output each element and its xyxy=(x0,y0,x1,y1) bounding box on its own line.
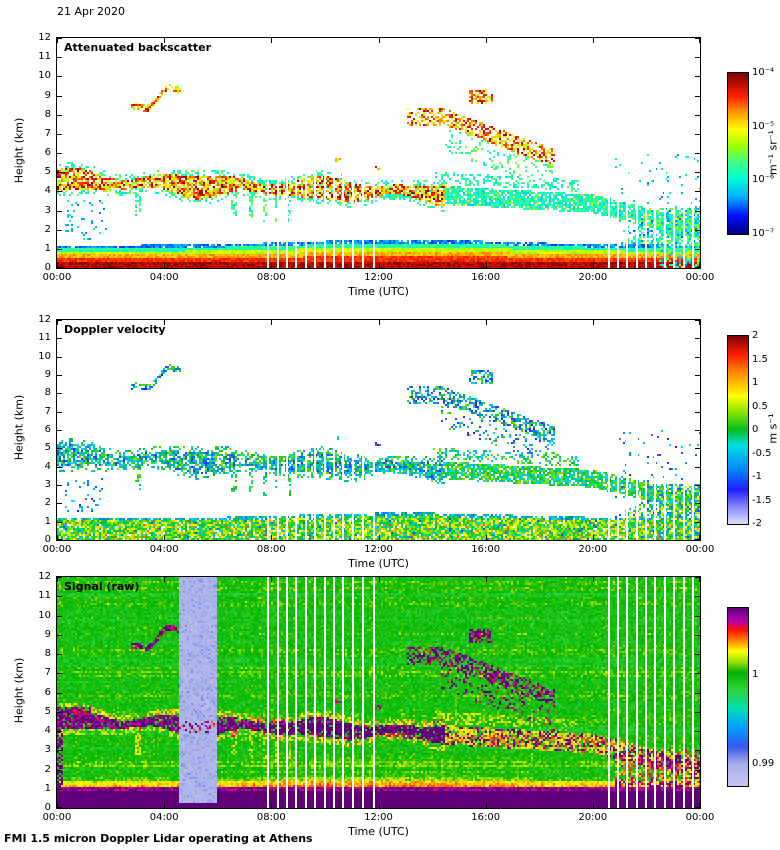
y-tick-label: 4 xyxy=(44,460,51,472)
y-tick-label: 4 xyxy=(44,185,51,197)
colorbar-tick-label: 1 xyxy=(752,668,759,680)
colorbar-tick-label: 10⁻⁷ xyxy=(752,228,775,239)
y-tick-label: 4 xyxy=(44,725,51,736)
y-tick-label: 5 xyxy=(44,705,51,717)
y-tick-label: 11 xyxy=(38,51,51,63)
x-tick-label: 16:00 xyxy=(471,812,501,823)
colorbar-tick-label: 0.5 xyxy=(752,400,768,412)
y-tick-label: 0 xyxy=(44,802,51,813)
y-tick-label: 7 xyxy=(44,127,51,139)
colorbar-tick-label: -2 xyxy=(752,518,762,529)
y-tick-label: 0 xyxy=(44,262,51,273)
x-tick-label: 08:00 xyxy=(256,272,286,283)
signal-heatmap xyxy=(56,576,701,809)
x-tick-label: 00:00 xyxy=(685,272,715,283)
plot-title: Attenuated backscatter xyxy=(64,41,212,54)
y-tick-label: 5 xyxy=(44,442,51,454)
y-tick-label: 3 xyxy=(44,204,51,216)
x-axis-label: Time (UTC) xyxy=(348,285,409,298)
colorbar-tick-label: 10⁻⁶ xyxy=(752,174,775,186)
backscatter-heatmap xyxy=(56,37,701,269)
x-tick-label: 04:00 xyxy=(149,272,179,283)
y-tick-label: 3 xyxy=(44,744,51,756)
x-tick-label: 16:00 xyxy=(471,544,501,555)
x-tick-label: 20:00 xyxy=(578,544,608,555)
colorbar-tick-label: -1 xyxy=(752,471,762,482)
y-tick-label: 6 xyxy=(44,424,51,435)
x-tick-label: 00:00 xyxy=(42,272,72,283)
y-tick-label: 0 xyxy=(44,534,51,545)
x-tick-label: 12:00 xyxy=(364,544,393,555)
colorbar-tick-label: 1.5 xyxy=(752,353,768,365)
x-tick-label: 20:00 xyxy=(578,272,608,283)
y-tick-label: 9 xyxy=(44,369,51,380)
signal-colorbar xyxy=(727,607,749,787)
x-tick-label: 00:00 xyxy=(685,812,715,823)
y-tick-label: 8 xyxy=(44,108,51,120)
x-tick-label: 12:00 xyxy=(364,272,393,283)
y-tick-label: 8 xyxy=(44,648,51,659)
y-tick-label: 3 xyxy=(44,479,51,490)
y-tick-label: 8 xyxy=(44,387,51,399)
y-tick-label: 2 xyxy=(44,763,51,775)
y-tick-label: 10 xyxy=(38,350,51,362)
y-tick-label: 7 xyxy=(44,667,51,679)
y-tick-label: 5 xyxy=(44,166,51,178)
colorbar-tick-label: 0 xyxy=(752,424,759,435)
y-tick-label: 1 xyxy=(44,782,51,794)
colorbar-label: m⁻¹ sr⁻¹ xyxy=(766,129,780,175)
backscatter-colorbar xyxy=(727,72,749,235)
velocity-heatmap xyxy=(56,319,701,541)
colorbar-tick-label: 0.99 xyxy=(752,757,775,769)
colorbar-tick-label: -1.5 xyxy=(752,494,772,506)
colorbar-tick-label: 10⁻⁴ xyxy=(752,67,775,78)
x-tick-label: 00:00 xyxy=(42,812,72,823)
colorbar-tick-label: 2 xyxy=(752,330,759,341)
x-tick-label: 08:00 xyxy=(256,544,286,555)
plot-title: Signal (raw) xyxy=(64,580,140,593)
x-tick-label: 04:00 xyxy=(149,812,179,823)
y-tick-label: 2 xyxy=(44,223,51,235)
y-tick-label: 10 xyxy=(38,609,51,621)
colorbar-tick-label: 1 xyxy=(752,377,759,388)
colorbar-tick-label: -0.5 xyxy=(752,447,772,459)
date-label: 21 Apr 2020 xyxy=(57,5,126,18)
x-axis-label: Time (UTC) xyxy=(348,825,409,838)
y-tick-label: 1 xyxy=(44,515,51,527)
y-tick-label: 9 xyxy=(44,628,51,640)
y-tick-label: 1 xyxy=(44,242,51,254)
colorbar-label: m s⁻¹ xyxy=(766,413,780,444)
x-tick-label: 08:00 xyxy=(256,812,286,823)
x-tick-label: 00:00 xyxy=(42,544,72,555)
footer-caption: FMI 1.5 micron Doppler Lidar operating a… xyxy=(4,832,313,845)
x-tick-label: 12:00 xyxy=(364,812,393,823)
y-tick-label: 2 xyxy=(44,497,51,509)
x-tick-label: 04:00 xyxy=(149,544,179,555)
y-tick-label: 6 xyxy=(44,686,51,698)
colorbar-tick-label: 10⁻⁵ xyxy=(752,120,775,132)
x-tick-label: 16:00 xyxy=(471,272,501,283)
velocity-colorbar xyxy=(727,335,749,525)
plot-title: Doppler velocity xyxy=(64,323,166,336)
y-tick-label: 10 xyxy=(38,70,51,82)
y-tick-label: 11 xyxy=(38,590,51,602)
y-tick-label: 7 xyxy=(44,405,51,417)
x-axis-label: Time (UTC) xyxy=(348,557,409,570)
y-tick-label: 12 xyxy=(38,571,51,582)
y-tick-label: 11 xyxy=(38,332,51,344)
y-tick-label: 12 xyxy=(38,32,51,43)
x-tick-label: 20:00 xyxy=(578,812,608,823)
y-tick-label: 9 xyxy=(44,89,51,101)
y-tick-label: 12 xyxy=(38,314,51,325)
x-tick-label: 00:00 xyxy=(685,544,715,555)
y-tick-label: 6 xyxy=(44,147,51,158)
